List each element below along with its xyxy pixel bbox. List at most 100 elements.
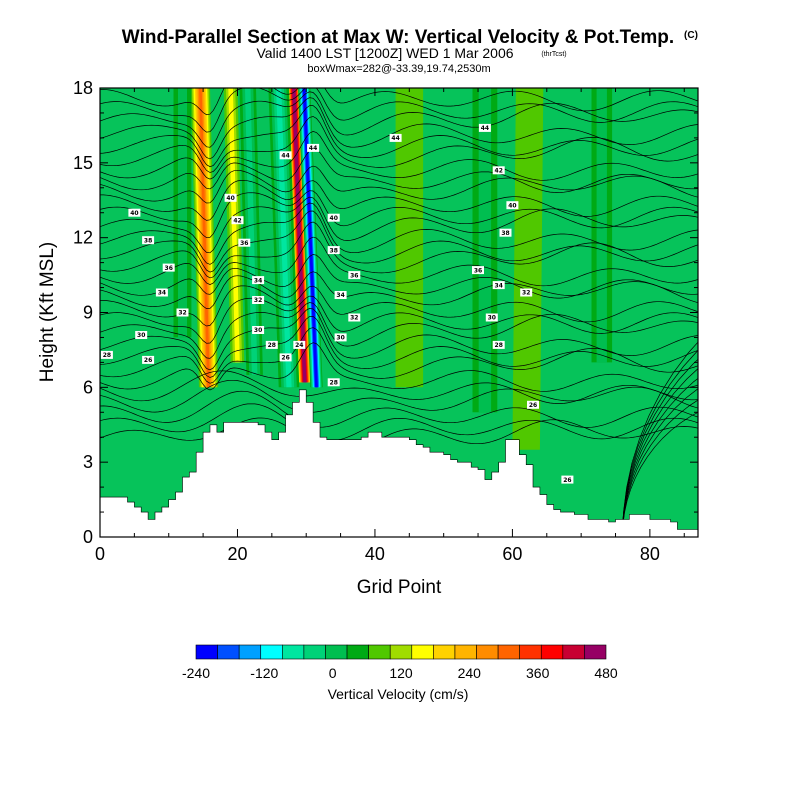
contour-label-text: 36 [474, 267, 482, 274]
theta-contour-line [100, 165, 698, 204]
contour-label-text: 36 [240, 240, 248, 247]
velocity-band [287, 88, 312, 383]
velocity-band-layer [512, 88, 544, 450]
theta-contour-line [100, 390, 698, 428]
contour-label-bg [492, 281, 505, 290]
chart-subtitle: Valid 1400 LST [1200Z] WED 1 Mar 2006 [256, 45, 513, 61]
contour-label-bg [492, 340, 505, 349]
theta-contour-line [100, 131, 698, 181]
contour-label-bg [252, 296, 265, 304]
contour-label-text: 30 [488, 315, 496, 322]
colorbar-swatch [497, 644, 520, 660]
contour-label: 36 [348, 271, 361, 280]
contour-label: 26 [527, 400, 539, 409]
colorbar-tick-label: 480 [594, 665, 618, 681]
contour-label-bg [252, 326, 265, 334]
theta-contour-line [100, 327, 698, 384]
contour-label-text: 32 [350, 315, 358, 322]
contour-label-bg [348, 271, 361, 280]
contour-label-bg [485, 313, 498, 322]
contour-label: 42 [492, 166, 505, 175]
contour-label: 38 [142, 236, 155, 245]
theta-contour-line [622, 411, 698, 537]
contour-label-bg [279, 353, 292, 362]
contour-label-bg [100, 350, 113, 359]
contour-label: 38 [499, 228, 512, 237]
colorbar-swatch [217, 644, 240, 660]
colorbar-swatch [346, 644, 369, 660]
contour-label-bg [527, 400, 539, 409]
contour-label-bg [561, 475, 574, 484]
theta-contour-line [100, 254, 698, 299]
theta-contour-line [100, 196, 698, 254]
contour-label-text: 40 [508, 202, 516, 209]
colorbar: -240 -120 0 120 240 360 480 [182, 644, 618, 681]
contour-label: 32 [176, 308, 189, 317]
contour-label: 42 [231, 216, 244, 224]
theta-contour-line [100, 202, 698, 265]
theta-contour-line [100, 116, 698, 173]
contour-label-text: 42 [495, 168, 503, 175]
colorbar-swatch [562, 644, 585, 660]
contour-label-bg [327, 378, 340, 387]
contour-label-bg [499, 228, 512, 237]
terrain-mask [100, 389, 698, 537]
contour-label: 40 [224, 193, 237, 202]
contour-label-bg [327, 246, 340, 255]
theta-contour-line [100, 88, 698, 133]
theta-contour-line [622, 341, 698, 537]
contour-label-text: 44 [481, 125, 489, 132]
contour-label-bg [520, 288, 533, 297]
velocity-band-layer [395, 88, 424, 388]
colorbar-swatch [260, 644, 283, 660]
contour-label: 44 [389, 133, 402, 142]
colorbar-swatch [389, 644, 413, 660]
chart-title: Wind-Parallel Section at Max W: Vertical… [122, 27, 674, 48]
contour-label-text: 34 [495, 282, 503, 289]
contour-label-text: 32 [254, 297, 262, 304]
velocity-band-layer [228, 88, 240, 363]
velocity-bands [173, 88, 613, 450]
colorbar-swatch [195, 644, 218, 660]
colorbar-swatch [282, 644, 305, 660]
contour-label-bg [142, 355, 155, 364]
colorbar-swatch [584, 644, 607, 660]
theta-contour-line [100, 379, 698, 413]
colorbar-tick-label: 240 [458, 665, 482, 681]
contour-label-text: 28 [330, 380, 338, 387]
contour-label-bg [238, 238, 251, 247]
contour-label-text: 26 [281, 355, 289, 362]
contour-label-text: 40 [130, 210, 138, 217]
theta-contours [100, 88, 698, 537]
contour-label-text: 42 [233, 217, 241, 224]
contour-label: 28 [265, 340, 278, 349]
contour-label-text: 32 [522, 290, 530, 297]
contour-label-text: 38 [144, 237, 152, 244]
contour-label: 30 [334, 333, 347, 342]
contour-label-bg [334, 291, 347, 299]
theta-contour-line [100, 316, 698, 378]
velocity-band [298, 88, 323, 388]
contour-label-text: 40 [330, 215, 338, 222]
contour-label-bg [293, 340, 306, 349]
contour-label-text: 26 [563, 477, 571, 484]
contour-label-bg [389, 133, 402, 142]
velocity-band [591, 88, 613, 363]
contour-label: 36 [162, 263, 175, 272]
colorbar-swatch [519, 644, 542, 660]
contour-label: 32 [520, 288, 533, 297]
theta-contour-line [100, 105, 698, 168]
chart-subtitle-tag: (thrTcst) [541, 51, 566, 58]
colorbar-swatch [368, 644, 391, 660]
contour-label-text: 36 [165, 265, 173, 272]
contour-labels: 40 38 36 34 32 30 28 26 40 42 36 34 32 30 28 26 24 44 44 40… [100, 123, 574, 484]
contour-label-bg [265, 340, 278, 349]
contour-label: 30 [252, 326, 265, 334]
y-tick-label: 9 [83, 303, 93, 323]
colorbar-swatch [454, 644, 477, 660]
theta-contour-line [100, 295, 698, 344]
theta-contour-line [622, 377, 698, 537]
theta-contour-line [622, 349, 698, 537]
contour-label-bg [142, 236, 155, 245]
